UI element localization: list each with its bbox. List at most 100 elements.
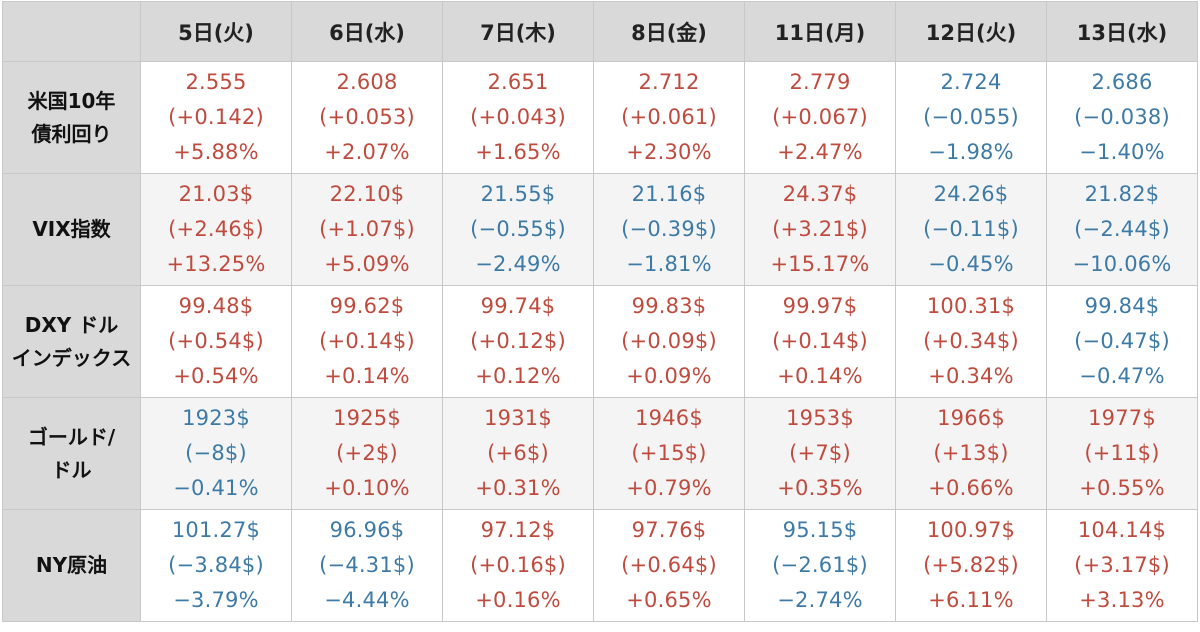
- percent-change: +5.88%: [173, 140, 259, 164]
- percent-change: +0.35%: [777, 476, 863, 500]
- percent-change: +2.30%: [626, 140, 712, 164]
- percent-change: +13.25%: [166, 252, 266, 276]
- price-change: (+6$): [487, 441, 549, 465]
- percent-change: −1.40%: [1079, 140, 1165, 164]
- value-cell: 1925$ (+2$) +0.10%: [291, 397, 443, 510]
- row-label-line: 債利回り: [31, 121, 112, 146]
- row-label-line: 米国10年: [27, 88, 116, 113]
- percent-change: +0.55%: [1079, 476, 1165, 500]
- percent-change: +2.47%: [777, 140, 863, 164]
- price-value: 2.555: [185, 70, 247, 94]
- value-cell: 24.37$ (+3.21$) +15.17%: [744, 173, 896, 286]
- price-change: (+0.067): [772, 105, 868, 129]
- price-change: (−0.055): [923, 105, 1019, 129]
- value-cell: 2.712 (+0.061) +2.30%: [593, 61, 745, 174]
- value-cell: 101.27$ (−3.84$) −3.79%: [140, 509, 292, 622]
- value-cell: 22.10$ (+1.07$) +5.09%: [291, 173, 443, 286]
- percent-change: −0.45%: [928, 252, 1014, 276]
- row-label: 米国10年債利回り: [2, 61, 141, 174]
- table-row: ゴールド/ドル 1923$ (−8$) −0.41% 1925$ (+2$) +0.10% 1…: [2, 397, 1198, 510]
- corner-cell: [2, 1, 141, 62]
- price-value: 97.76$: [631, 518, 707, 542]
- value-cell: 21.82$ (−2.44$) −10.06%: [1046, 173, 1198, 286]
- value-cell: 2.651 (+0.043) +1.65%: [442, 61, 594, 174]
- value-cell: 1931$ (+6$) +0.31%: [442, 397, 594, 510]
- header-row: 5日(火) 6日(水) 7日(木) 8日(金) 11日(月) 12日(火) 13…: [2, 1, 1198, 62]
- percent-change: −0.41%: [173, 476, 259, 500]
- value-cell: 99.62$ (+0.14$) +0.14%: [291, 285, 443, 398]
- percent-change: +0.14%: [324, 364, 410, 388]
- price-change: (+0.053): [319, 105, 415, 129]
- price-value: 2.724: [940, 70, 1002, 94]
- date-header: 12日(火): [895, 1, 1047, 62]
- table-header: 5日(火) 6日(水) 7日(木) 8日(金) 11日(月) 12日(火) 13…: [2, 1, 1198, 62]
- value-cell: 2.779 (+0.067) +2.47%: [744, 61, 896, 174]
- price-change: (−0.11$): [923, 217, 1019, 241]
- price-value: 1923$: [182, 406, 250, 430]
- row-label-line: DXY ドル: [24, 312, 119, 337]
- price-change: (+13$): [933, 441, 1009, 465]
- price-value: 21.82$: [1084, 182, 1160, 206]
- value-cell: 24.26$ (−0.11$) −0.45%: [895, 173, 1047, 286]
- value-cell: 100.97$ (+5.82$) +6.11%: [895, 509, 1047, 622]
- price-value: 1977$: [1088, 406, 1156, 430]
- price-value: 1925$: [333, 406, 401, 430]
- row-label-line: ドル: [51, 457, 92, 482]
- date-header: 6日(水): [291, 1, 443, 62]
- row-label-line: インデックス: [11, 345, 132, 370]
- value-cell: 95.15$ (−2.61$) −2.74%: [744, 509, 896, 622]
- percent-change: +15.17%: [770, 252, 870, 276]
- price-change: (+0.09$): [621, 329, 717, 353]
- price-change: (+0.54$): [168, 329, 264, 353]
- percent-change: −3.79%: [173, 588, 259, 612]
- row-label-line: VIX指数: [32, 217, 111, 241]
- price-change: (−2.61$): [772, 553, 868, 577]
- value-cell: 21.16$ (−0.39$) −1.81%: [593, 173, 745, 286]
- date-header: 7日(木): [442, 1, 594, 62]
- percent-change: +3.13%: [1079, 588, 1165, 612]
- price-value: 22.10$: [329, 182, 405, 206]
- value-cell: 99.74$ (+0.12$) +0.12%: [442, 285, 594, 398]
- value-cell: 97.76$ (+0.64$) +0.65%: [593, 509, 745, 622]
- row-label: DXY ドル インデックス: [2, 285, 141, 398]
- percent-change: −1.81%: [626, 252, 712, 276]
- price-change: (+0.061): [621, 105, 717, 129]
- price-change: (+0.142): [168, 105, 264, 129]
- price-value: 99.48$: [178, 294, 254, 318]
- price-change: (+2.46$): [168, 217, 264, 241]
- percent-change: −4.44%: [324, 588, 410, 612]
- price-change: (+7$): [789, 441, 851, 465]
- price-value: 100.97$: [926, 518, 1016, 542]
- value-cell: 99.83$ (+0.09$) +0.09%: [593, 285, 745, 398]
- value-cell: 99.48$ (+0.54$) +0.54%: [140, 285, 292, 398]
- price-change: (−0.55$): [470, 217, 566, 241]
- row-label: NY原油: [2, 509, 141, 622]
- percent-change: −1.98%: [928, 140, 1014, 164]
- date-header: 13日(水): [1046, 1, 1198, 62]
- percent-change: +0.09%: [626, 364, 712, 388]
- percent-change: +6.11%: [928, 588, 1014, 612]
- percent-change: −0.47%: [1079, 364, 1165, 388]
- value-cell: 2.608 (+0.053) +2.07%: [291, 61, 443, 174]
- value-cell: 21.55$ (−0.55$) −2.49%: [442, 173, 594, 286]
- row-label: ゴールド/ドル: [2, 397, 141, 510]
- percent-change: +0.14%: [777, 364, 863, 388]
- price-value: 1946$: [635, 406, 703, 430]
- price-change: (+0.12$): [470, 329, 566, 353]
- percent-change: −10.06%: [1072, 252, 1172, 276]
- value-cell: 1923$ (−8$) −0.41%: [140, 397, 292, 510]
- price-value: 99.62$: [329, 294, 405, 318]
- date-header: 5日(火): [140, 1, 292, 62]
- date-header: 8日(金): [593, 1, 745, 62]
- price-change: (+11$): [1084, 441, 1160, 465]
- price-value: 2.686: [1091, 70, 1153, 94]
- price-change: (+0.34$): [923, 329, 1019, 353]
- price-change: (+0.64$): [621, 553, 717, 577]
- price-value: 24.26$: [933, 182, 1009, 206]
- percent-change: +0.34%: [928, 364, 1014, 388]
- value-cell: 1946$ (+15$) +0.79%: [593, 397, 745, 510]
- percent-change: −2.74%: [777, 588, 863, 612]
- price-value: 2.779: [789, 70, 851, 94]
- price-value: 2.712: [638, 70, 700, 94]
- price-value: 97.12$: [480, 518, 556, 542]
